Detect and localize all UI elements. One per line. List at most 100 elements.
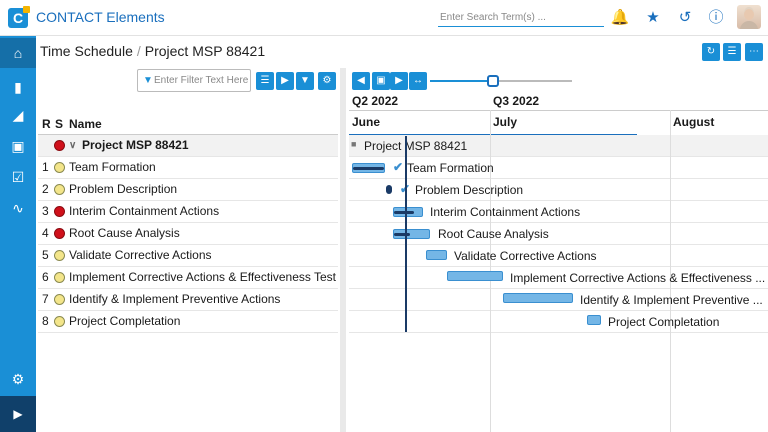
row-number: 6 [42, 270, 49, 284]
task-bar[interactable] [352, 163, 385, 173]
gantt-chart: Q2 2022 Q3 2022 June July August ■ Proje… [349, 90, 768, 432]
sidebar: ⌂ ▮ ◢ ▣ ☑ ∿ ⚙ ▶ [0, 36, 36, 432]
more-options-button[interactable]: ⋯ [745, 43, 763, 61]
breadcrumb-page: Project MSP 88421 [144, 43, 266, 59]
table-header: R S Name [38, 113, 338, 135]
list-view-button[interactable]: ☰ [723, 43, 741, 61]
table-settings-button[interactable]: ⚙ [318, 72, 336, 90]
table-row[interactable]: 6 Implement Corrective Actions & Effectiv… [38, 267, 338, 289]
row-number: 1 [42, 160, 49, 174]
gantt-row [349, 135, 768, 157]
status-dot-red [54, 140, 65, 151]
task-bar[interactable] [393, 207, 423, 217]
info-icon[interactable]: ⓘ [708, 9, 724, 26]
task-name: Validate Corrective Actions [69, 248, 212, 262]
bell-icon[interactable]: 🔔 [610, 9, 630, 26]
search-input[interactable]: Enter Search Term(s) ... [438, 9, 604, 27]
zoom-slider-fill [430, 80, 492, 82]
row-number: 3 [42, 204, 49, 218]
user-avatar[interactable] [737, 5, 761, 29]
status-dot-red [54, 228, 65, 239]
status-dot-red [54, 206, 65, 217]
task-gantt-label: Root Cause Analysis [438, 227, 549, 241]
table-collapse-button[interactable]: ▼ [296, 72, 314, 90]
folder-icon: ■ [351, 139, 357, 149]
filter-placeholder: Enter Filter Text Here [154, 75, 249, 86]
quarter-label: Q2 2022 [352, 94, 399, 108]
document-icon[interactable]: ▮ [14, 79, 22, 95]
task-bar[interactable] [426, 250, 447, 260]
check-icon: ✔ [393, 160, 404, 174]
milestone-marker[interactable] [386, 185, 392, 194]
home-icon[interactable]: ⌂ [0, 38, 36, 68]
gantt-fit-button[interactable]: ↔ [409, 72, 427, 90]
header-name[interactable]: Name [69, 117, 102, 131]
refresh-button[interactable]: ↻ [702, 43, 720, 61]
month-gridline [670, 110, 671, 432]
zoom-slider-track[interactable] [430, 80, 572, 82]
month-label: July [493, 115, 518, 129]
task-gantt-label: Project Completation [608, 315, 720, 329]
task-bar[interactable] [503, 293, 573, 303]
breadcrumb: Time Schedule / Project MSP 88421 [40, 43, 265, 59]
zoom-slider-handle[interactable] [487, 75, 499, 87]
star-icon[interactable]: ★ [646, 9, 660, 26]
task-gantt-label: Validate Corrective Actions [454, 249, 597, 263]
table-row[interactable]: 8 Project Completation [38, 311, 338, 333]
task-progress [394, 233, 410, 236]
table-row[interactable]: 3 Interim Containment Actions [38, 201, 338, 223]
task-gantt-label: Team Formation [407, 161, 494, 175]
app-logo[interactable]: C [8, 6, 30, 28]
table-row[interactable]: 7 Identify & Implement Preventive Actions [38, 289, 338, 311]
status-dot-yellow [54, 272, 65, 283]
table-row[interactable]: 2 Problem Description [38, 179, 338, 201]
breadcrumb-section[interactable]: Time Schedule [40, 43, 133, 59]
status-dot-yellow [54, 250, 65, 261]
task-name: Interim Containment Actions [69, 204, 220, 218]
table-row[interactable]: 1 Team Formation [38, 157, 338, 179]
task-name: Implement Corrective Actions & Effective… [69, 270, 337, 284]
task-gantt-label: Problem Description [415, 183, 524, 197]
task-name: Problem Description [69, 182, 178, 196]
task-bar[interactable] [393, 229, 430, 239]
gantt-row [349, 179, 768, 201]
table-list-button[interactable]: ☰ [256, 72, 274, 90]
today-line [405, 136, 407, 332]
row-number: 2 [42, 182, 49, 196]
status-dot-yellow [54, 316, 65, 327]
gantt-row [349, 311, 768, 333]
task-check-icon[interactable]: ☑ [11, 169, 25, 185]
filter-input[interactable]: ▼ Enter Filter Text Here [137, 69, 251, 92]
row-number: 8 [42, 314, 49, 328]
gantt-row [349, 267, 768, 289]
status-dot-yellow [54, 184, 65, 195]
gantt-row [349, 245, 768, 267]
window-icon[interactable]: ▣ [11, 138, 25, 154]
row-number: 5 [42, 248, 49, 262]
task-name: Team Formation [69, 160, 156, 174]
expand-sidebar-button[interactable]: ▶ [0, 396, 36, 432]
staircase-icon[interactable]: ◢ [12, 107, 24, 123]
chevron-down-icon[interactable]: ∨ [69, 140, 77, 151]
gantt-row [349, 223, 768, 245]
month-label: August [673, 115, 715, 129]
task-bar[interactable] [447, 271, 503, 281]
app-title[interactable]: CONTACT Elements [36, 9, 165, 25]
header-r[interactable]: R [42, 117, 51, 131]
table-row[interactable]: 5 Validate Corrective Actions [38, 245, 338, 267]
table-row[interactable]: 4 Root Cause Analysis [38, 223, 338, 245]
gantt-row [349, 201, 768, 223]
task-progress [353, 167, 384, 170]
settings-gear-icon[interactable]: ⚙ [11, 371, 25, 387]
status-dot-yellow [54, 294, 65, 305]
project-row[interactable]: ∨ Project MSP 88421 [38, 135, 338, 157]
header-s[interactable]: S [55, 117, 64, 131]
gantt-first-button[interactable]: ◀ [352, 72, 370, 90]
activity-icon[interactable]: ∿ [12, 200, 24, 216]
task-bar[interactable] [587, 315, 601, 325]
gantt-next-button[interactable]: ▶ [390, 72, 408, 90]
table-next-button[interactable]: ▶ [276, 72, 294, 90]
pane-splitter[interactable] [340, 68, 346, 432]
gantt-window-button[interactable]: ▣ [372, 72, 390, 90]
history-icon[interactable]: ↺ [678, 9, 692, 26]
